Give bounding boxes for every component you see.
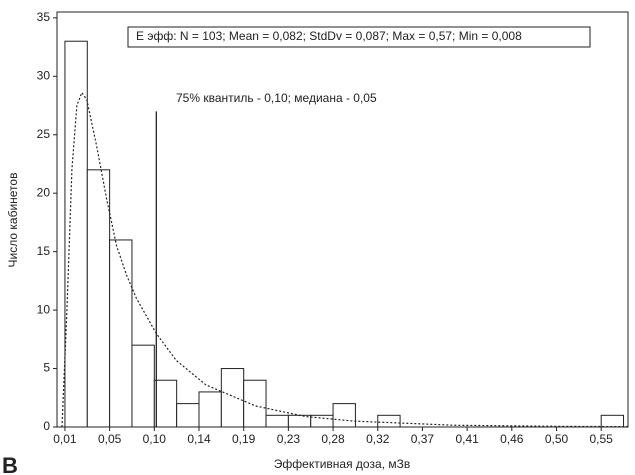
fit-curve bbox=[61, 91, 629, 428]
bar bbox=[176, 403, 200, 428]
x-tick-label: 0,32 bbox=[366, 432, 390, 446]
bar bbox=[153, 379, 178, 428]
y-tick-label: 30 bbox=[37, 68, 51, 82]
y-tick-label: 20 bbox=[37, 185, 51, 199]
x-tick-label: 0,14 bbox=[187, 432, 211, 446]
bar bbox=[243, 379, 267, 428]
bar bbox=[64, 40, 88, 428]
bar bbox=[198, 391, 222, 428]
x-tick-label: 0,50 bbox=[545, 432, 569, 446]
bar bbox=[310, 414, 334, 428]
y-tick-label: 15 bbox=[37, 244, 51, 258]
x-tick-label: 0,05 bbox=[98, 432, 122, 446]
bar bbox=[332, 403, 356, 428]
x-tick-label: 0,46 bbox=[500, 432, 524, 446]
legend-box bbox=[127, 26, 591, 48]
bar bbox=[131, 344, 155, 428]
x-tick-label: 0,55 bbox=[590, 432, 614, 446]
x-tick-label: 0,19 bbox=[232, 432, 256, 446]
x-tick-label: 0,01 bbox=[53, 432, 77, 446]
y-tick-label: 5 bbox=[43, 361, 50, 375]
panel-label: B bbox=[2, 453, 18, 475]
y-tick-label: 10 bbox=[37, 302, 51, 316]
x-tick-label: 0,41 bbox=[455, 432, 479, 446]
bar bbox=[109, 239, 133, 428]
y-tick-label: 0 bbox=[43, 419, 50, 433]
x-axis-label: Эффективная доза, мЗв bbox=[274, 457, 410, 471]
x-tick-label: 0,10 bbox=[143, 432, 167, 446]
annotation: 75% квантиль - 0,10; медиана - 0,05 bbox=[176, 91, 377, 105]
bar bbox=[220, 368, 245, 428]
y-axis-label: Число кабинетов bbox=[6, 173, 20, 268]
bar bbox=[600, 414, 625, 428]
x-tick-label: 0,37 bbox=[411, 432, 435, 446]
y-tick-label: 25 bbox=[37, 127, 51, 141]
legend-text: E эфф: N = 103; Mean = 0,082; StdDv = 0,… bbox=[136, 29, 522, 43]
bar bbox=[265, 414, 289, 428]
y-tick-label: 35 bbox=[37, 10, 51, 24]
bar bbox=[86, 169, 111, 428]
x-tick-label: 0,28 bbox=[321, 432, 345, 446]
bar bbox=[377, 414, 401, 428]
x-tick-label: 0,23 bbox=[277, 432, 301, 446]
